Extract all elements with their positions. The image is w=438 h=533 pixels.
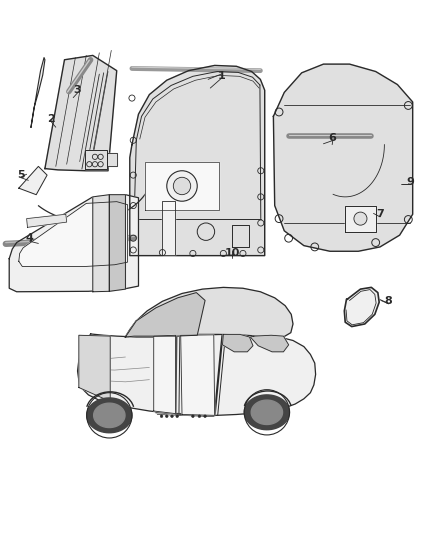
Text: 6: 6 — [328, 133, 336, 143]
Polygon shape — [94, 403, 125, 427]
Polygon shape — [244, 395, 290, 430]
Text: 3: 3 — [74, 85, 81, 95]
Text: 1: 1 — [217, 71, 225, 81]
Polygon shape — [107, 154, 117, 166]
Circle shape — [167, 171, 197, 201]
Text: 10: 10 — [224, 248, 240, 259]
Circle shape — [198, 415, 201, 417]
Circle shape — [191, 415, 194, 417]
Circle shape — [171, 415, 173, 417]
Polygon shape — [145, 162, 219, 210]
Polygon shape — [79, 335, 110, 401]
Circle shape — [166, 415, 168, 417]
Text: 7: 7 — [376, 209, 384, 219]
Polygon shape — [154, 335, 176, 414]
Circle shape — [197, 223, 215, 240]
Polygon shape — [110, 195, 125, 292]
Text: 5: 5 — [17, 170, 25, 180]
Polygon shape — [273, 64, 413, 251]
Circle shape — [160, 415, 163, 417]
Circle shape — [176, 415, 179, 417]
Polygon shape — [19, 166, 47, 195]
Polygon shape — [345, 206, 376, 232]
Text: 4: 4 — [26, 233, 34, 243]
Polygon shape — [344, 287, 379, 327]
Polygon shape — [251, 400, 283, 424]
Polygon shape — [251, 335, 289, 352]
Polygon shape — [162, 201, 176, 255]
Circle shape — [173, 177, 191, 195]
Circle shape — [354, 212, 367, 225]
Polygon shape — [125, 287, 293, 337]
Polygon shape — [31, 58, 45, 127]
Polygon shape — [85, 150, 107, 169]
Polygon shape — [93, 195, 110, 292]
Text: 2: 2 — [48, 115, 55, 124]
Polygon shape — [9, 195, 138, 292]
Polygon shape — [181, 335, 215, 415]
Circle shape — [204, 415, 206, 417]
Polygon shape — [223, 334, 253, 352]
Polygon shape — [19, 201, 127, 266]
Polygon shape — [45, 55, 117, 171]
Polygon shape — [87, 398, 132, 433]
Polygon shape — [78, 334, 316, 415]
Polygon shape — [232, 225, 250, 247]
Polygon shape — [125, 293, 205, 337]
Polygon shape — [27, 214, 67, 228]
Text: 9: 9 — [406, 176, 414, 187]
Polygon shape — [130, 66, 265, 256]
Text: 8: 8 — [385, 296, 392, 306]
